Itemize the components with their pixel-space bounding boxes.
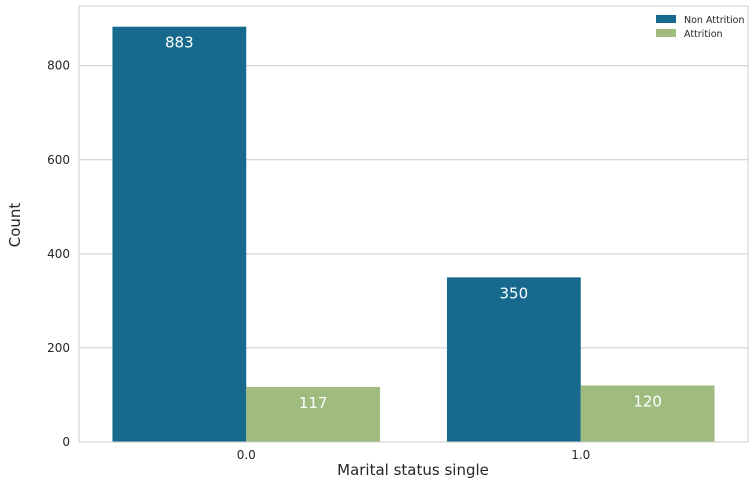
- legend-swatch-0: [656, 15, 676, 23]
- bar-value-label-1-1: 120: [633, 393, 662, 411]
- x-tick-label-0: 0.0: [237, 448, 256, 462]
- bar-value-label-0-1: 350: [500, 284, 529, 302]
- x-ticks: 0.0 1.0: [237, 448, 591, 462]
- bar-non-attrition-1: [446, 277, 581, 442]
- legend-label-0: Non Attrition: [684, 15, 744, 26]
- legend: Non Attrition Attrition: [656, 15, 744, 40]
- y-tick-label-0: 0: [62, 435, 70, 449]
- legend-label-1: Attrition: [684, 29, 723, 40]
- bar-non-attrition-0: [112, 26, 247, 443]
- x-tick-label-1: 1.0: [571, 448, 590, 462]
- y-tick-label-4: 800: [47, 59, 70, 73]
- plot-frame: [78, 5, 749, 443]
- x-axis-title: Marital status single: [337, 461, 489, 479]
- bar-value-label-1-0: 117: [299, 394, 328, 412]
- y-tick-label-1: 200: [47, 341, 70, 355]
- y-tick-label-2: 400: [47, 247, 70, 261]
- bar-labels: 883 117 350 120: [165, 34, 662, 412]
- bar-attrition-0: [246, 386, 381, 442]
- bar-attrition-1: [580, 385, 715, 442]
- y-ticks: 0 200 400 600 800: [47, 59, 70, 449]
- y-tick-label-3: 600: [47, 153, 70, 167]
- legend-swatch-1: [656, 29, 676, 37]
- bars: [112, 26, 715, 443]
- bar-value-label-0-0: 883: [165, 34, 194, 52]
- y-axis-title: Count: [6, 203, 24, 248]
